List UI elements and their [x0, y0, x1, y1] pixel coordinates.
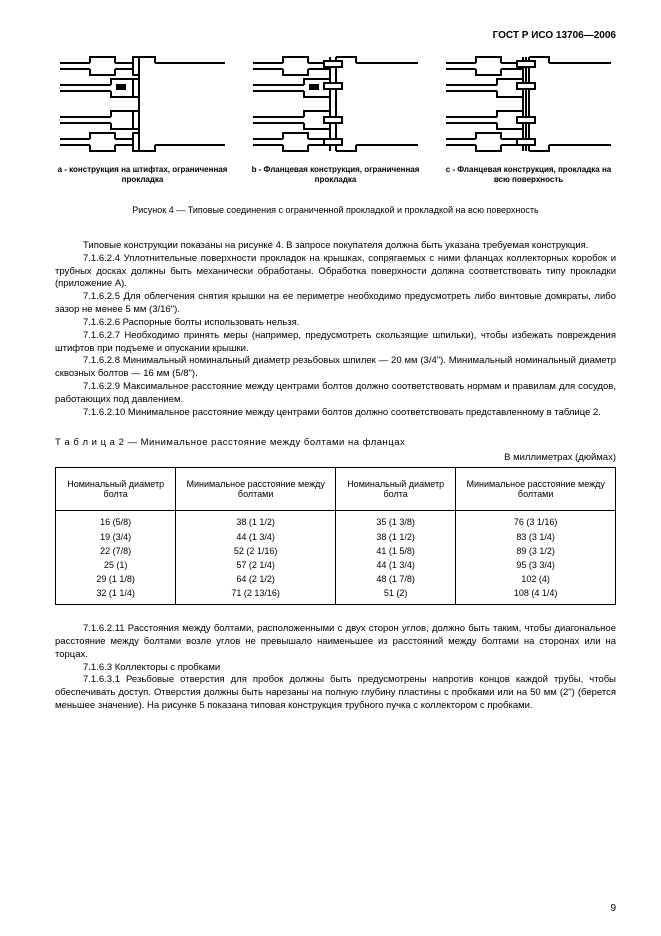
cell: 51 (2): [335, 586, 455, 605]
cell: 102 (4): [456, 572, 616, 586]
cell: 29 (1 1/8): [56, 572, 176, 586]
cell: 89 (3 1/2): [456, 544, 616, 558]
th-c2: Минимальное расстояние между болтами: [176, 468, 336, 511]
figure-label: Рисунок 4 — Типовые соединения с огранич…: [55, 205, 616, 215]
para-7-1-6-2-9: 7.1.6.2.9 Максимальное расстояние между …: [55, 381, 616, 407]
captions-row: а - конструкция на штифтах, ограниченная…: [55, 165, 616, 185]
para-7-1-6-2-11: 7.1.6.2.11 Расстояния между болтами, рас…: [55, 623, 616, 661]
table-row: 32 (1 1/4) 71 (2 13/16) 51 (2) 108 (4 1/…: [56, 586, 616, 605]
document-id: ГОСТ Р ИСО 13706—2006: [55, 30, 616, 41]
figure-c-caption: с - Фланцевая конструкция, прокладка на …: [441, 165, 616, 185]
cell: 83 (3 1/4): [456, 530, 616, 544]
table-row: 22 (7/8) 52 (2 1/16) 41 (1 5/8) 89 (3 1/…: [56, 544, 616, 558]
para-7-1-6-2-7: 7.1.6.2.7 Необходимо принять меры (напри…: [55, 330, 616, 356]
cell: 95 (3 3/4): [456, 558, 616, 572]
para-7-1-6-3: 7.1.6.3 Коллекторы с пробками: [55, 662, 616, 675]
cell: 25 (1): [56, 558, 176, 572]
cell: 108 (4 1/4): [456, 586, 616, 605]
table-row: 29 (1 1/8) 64 (2 1/2) 48 (1 7/8) 102 (4): [56, 572, 616, 586]
th-c1: Номинальный диаметр болта: [56, 468, 176, 511]
cell: 38 (1 1/2): [176, 511, 336, 530]
cell: 64 (2 1/2): [176, 572, 336, 586]
cell: 48 (1 7/8): [335, 572, 455, 586]
figures-row: [55, 49, 616, 159]
table2-caption: Т а б л и ц а 2 — Минимальное расстояние…: [55, 437, 616, 448]
body-block-1: Типовые конструкции показаны на рисунке …: [55, 240, 616, 419]
para-7-1-6-2-8: 7.1.6.2.8 Минимальный номинальный диамет…: [55, 355, 616, 381]
para-intro: Типовые конструкции показаны на рисунке …: [55, 240, 616, 253]
figure-a-caption: а - конструкция на штифтах, ограниченная…: [55, 165, 230, 185]
figure-a: [55, 49, 230, 159]
cell: 76 (3 1/16): [456, 511, 616, 530]
cell: 57 (2 1/4): [176, 558, 336, 572]
para-7-1-6-2-10: 7.1.6.2.10 Минимальное расстояние между …: [55, 407, 616, 420]
page: ГОСТ Р ИСО 13706—2006: [0, 0, 661, 936]
table-row: 19 (3/4) 44 (1 3/4) 38 (1 1/2) 83 (3 1/4…: [56, 530, 616, 544]
para-7-1-6-3-1: 7.1.6.3.1 Резьбовые отверстия для пробок…: [55, 674, 616, 712]
table2: Номинальный диаметр болта Минимальное ра…: [55, 467, 616, 605]
figure-a-svg: [55, 49, 230, 159]
cell: 16 (5/8): [56, 511, 176, 530]
cell: 71 (2 13/16): [176, 586, 336, 605]
figure-c-svg: [441, 49, 616, 159]
body-block-2: 7.1.6.2.11 Расстояния между болтами, рас…: [55, 623, 616, 713]
para-7-1-6-2-5: 7.1.6.2.5 Для облегчения снятия крышки н…: [55, 291, 616, 317]
th-c4: Минимальное расстояние между болтами: [456, 468, 616, 511]
figure-b-caption: b - Фланцевая конструкция, ограниченная …: [248, 165, 423, 185]
figure-c: [441, 49, 616, 159]
cell: 22 (7/8): [56, 544, 176, 558]
cell: 32 (1 1/4): [56, 586, 176, 605]
cell: 35 (1 3/8): [335, 511, 455, 530]
cell: 41 (1 5/8): [335, 544, 455, 558]
cell: 19 (3/4): [56, 530, 176, 544]
figure-b-svg: [248, 49, 423, 159]
cell: 52 (2 1/16): [176, 544, 336, 558]
table-row: 16 (5/8) 38 (1 1/2) 35 (1 3/8) 76 (3 1/1…: [56, 511, 616, 530]
cell: 44 (1 3/4): [176, 530, 336, 544]
para-7-1-6-2-4: 7.1.6.2.4 Уплотнительные поверхности про…: [55, 253, 616, 291]
table-row: 25 (1) 57 (2 1/4) 44 (1 3/4) 95 (3 3/4): [56, 558, 616, 572]
table-header-row: Номинальный диаметр болта Минимальное ра…: [56, 468, 616, 511]
cell: 44 (1 3/4): [335, 558, 455, 572]
para-7-1-6-2-6: 7.1.6.2.6 Распорные болты использовать н…: [55, 317, 616, 330]
table2-units: В миллиметрах (дюймах): [55, 452, 616, 463]
th-c3: Номинальный диаметр болта: [335, 468, 455, 511]
cell: 38 (1 1/2): [335, 530, 455, 544]
page-number: 9: [610, 903, 616, 914]
figure-b: [248, 49, 423, 159]
